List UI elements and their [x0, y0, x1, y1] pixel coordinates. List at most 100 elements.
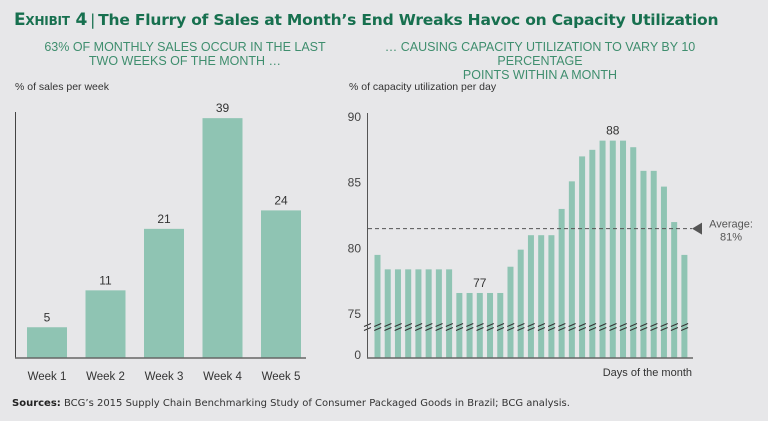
day-bar — [640, 170, 647, 358]
axis-break-mark — [547, 323, 556, 327]
day-bar — [527, 235, 534, 358]
axis-break-mark — [609, 323, 617, 327]
day-bar — [671, 222, 678, 358]
left-chart-subtitle: 63% OF MONTHLY SALES OCCUR IN THE LAST T… — [20, 40, 350, 68]
axis-break-mark — [650, 323, 658, 327]
axis-break-mark — [374, 323, 382, 327]
axis-break-mark — [507, 327, 515, 331]
day-bar — [681, 254, 688, 358]
axis-break-mark — [558, 327, 566, 331]
day-bar — [599, 140, 606, 358]
day-bar — [650, 170, 657, 358]
day-bar — [609, 140, 616, 358]
axis-break-mark — [578, 327, 587, 331]
axis-break-mark — [476, 323, 484, 327]
day-bar — [374, 254, 381, 358]
axis-break-mark — [588, 323, 597, 327]
axis-break-mark — [629, 327, 638, 331]
axis-break-mark — [394, 327, 402, 331]
axis-break-mark — [425, 323, 433, 327]
y-tick-label: 85 — [348, 176, 362, 190]
week-bar-value: 21 — [157, 212, 171, 226]
axis-break-mark — [660, 327, 668, 331]
axis-break-mark — [670, 323, 679, 327]
week-bar — [261, 210, 301, 358]
y-tick-label: 90 — [348, 110, 362, 124]
exhibit-label: Exhibit 4 — [14, 10, 88, 30]
axis-break-mark — [578, 323, 587, 327]
axis-break-mark — [486, 323, 494, 327]
axis-break-mark — [414, 323, 423, 327]
day-bar — [620, 140, 627, 358]
y-tick-label: 0 — [354, 348, 361, 362]
axis-break-mark — [496, 327, 505, 331]
day-bar — [568, 181, 575, 358]
week-bar-value: 24 — [274, 193, 288, 207]
source-text: BCG’s 2015 Supply Chain Benchmarking Stu… — [60, 398, 570, 409]
axis-break-mark — [384, 327, 392, 331]
week-category-label: Week 2 — [86, 371, 125, 383]
average-value: 81% — [720, 232, 742, 244]
axis-break-mark — [670, 327, 679, 331]
y-tick-label: 80 — [348, 241, 362, 255]
day-bar — [394, 269, 401, 358]
axis-break-mark — [414, 327, 423, 331]
axis-break-mark — [486, 327, 494, 331]
left-subtitle-line2: TWO WEEKS OF THE MONTH … — [88, 54, 282, 68]
axis-break-mark — [404, 327, 413, 331]
day-bar — [384, 269, 391, 358]
week-category-label: Week 1 — [28, 371, 67, 383]
axis-break-mark — [445, 323, 454, 327]
right-subtitle-line2: POINTS WITHIN A MONTH — [462, 68, 618, 82]
axis-break-mark — [476, 327, 484, 331]
axis-break-mark — [537, 323, 546, 327]
source-note: Sources: BCG’s 2015 Supply Chain Benchma… — [12, 398, 570, 409]
axis-break-mark — [445, 327, 454, 331]
exhibit-title: Exhibit 4 | The Flurry of Sales at Month’s… — [14, 10, 719, 30]
axis-break-mark — [599, 323, 607, 327]
axis-break-mark — [619, 327, 627, 331]
axis-break-mark — [466, 323, 474, 327]
day-bar — [446, 269, 453, 358]
day-bar — [579, 156, 586, 358]
week-bar — [202, 118, 243, 359]
right-xlabel: Days of the month — [603, 367, 692, 379]
axis-break-mark — [466, 327, 474, 331]
day-bar — [538, 235, 545, 358]
axis-break-mark — [680, 327, 689, 331]
average-label: Average: — [709, 219, 753, 231]
axis-break-mark — [568, 323, 576, 327]
axis-break-mark — [435, 323, 443, 327]
bar-annotation: 88 — [606, 124, 620, 138]
day-bar — [660, 186, 667, 358]
day-bar — [630, 147, 637, 358]
axis-break-mark — [517, 327, 525, 331]
axis-break-mark — [394, 323, 402, 327]
axis-break-mark — [507, 323, 515, 327]
axis-break-mark — [517, 323, 525, 327]
axis-break-mark — [547, 327, 556, 331]
week-bar-value: 5 — [44, 310, 51, 324]
axis-break-mark — [640, 327, 648, 331]
axis-break-mark — [496, 323, 505, 327]
axis-break-mark — [425, 327, 433, 331]
axis-break-mark — [599, 327, 607, 331]
title-separator: | — [90, 11, 96, 29]
axis-break-mark — [680, 323, 689, 327]
average-arrow-icon — [692, 222, 702, 235]
week-bar — [27, 327, 67, 358]
axis-break-mark — [619, 323, 627, 327]
axis-break-mark — [629, 323, 638, 327]
day-bar — [425, 269, 432, 358]
axis-break-mark — [588, 327, 597, 331]
day-bar — [507, 266, 514, 358]
bar-annotation: 77 — [473, 276, 487, 290]
axis-break-mark — [660, 323, 668, 327]
y-tick-label: 75 — [348, 307, 362, 321]
axis-break-mark — [527, 323, 535, 327]
axis-break-mark — [455, 323, 464, 327]
axis-break-mark — [609, 327, 617, 331]
day-bar — [405, 269, 412, 358]
axis-break-mark — [568, 327, 576, 331]
